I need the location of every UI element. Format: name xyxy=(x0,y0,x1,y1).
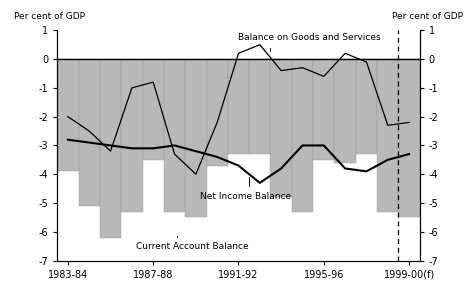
Bar xyxy=(79,59,99,206)
Bar xyxy=(57,59,79,171)
Bar xyxy=(228,59,248,154)
Text: Net Income Balance: Net Income Balance xyxy=(200,177,291,201)
Bar xyxy=(312,59,334,160)
Bar xyxy=(248,59,270,154)
Bar xyxy=(397,59,419,218)
Bar xyxy=(121,59,142,212)
Bar xyxy=(99,59,121,238)
Bar xyxy=(334,59,355,163)
Text: Balance on Goods and Services: Balance on Goods and Services xyxy=(238,33,380,51)
Bar xyxy=(355,59,377,154)
Text: Current Account Balance: Current Account Balance xyxy=(136,236,248,251)
Bar xyxy=(185,59,206,218)
Bar xyxy=(206,59,228,166)
Bar xyxy=(270,59,291,197)
Bar xyxy=(164,59,185,212)
Bar xyxy=(377,59,397,212)
Bar xyxy=(291,59,312,212)
Text: Per cent of GDP: Per cent of GDP xyxy=(391,12,462,21)
Text: Per cent of GDP: Per cent of GDP xyxy=(14,12,85,21)
Bar xyxy=(142,59,164,160)
